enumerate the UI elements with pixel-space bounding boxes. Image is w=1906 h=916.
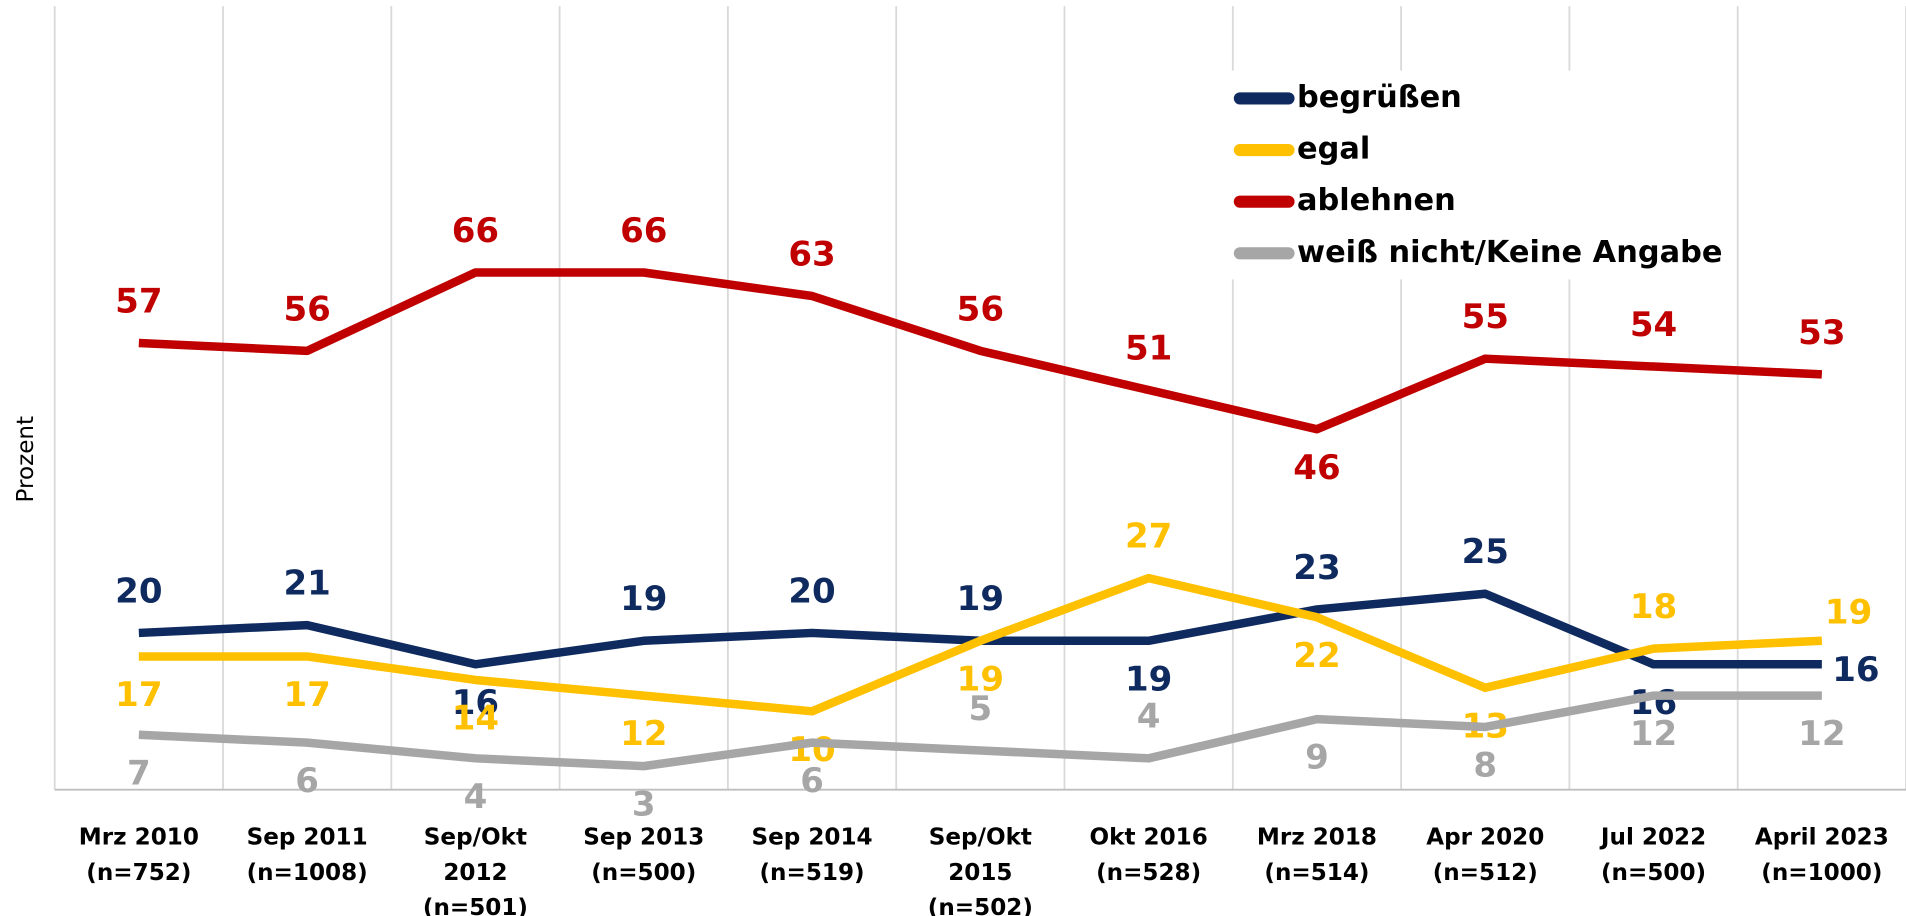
data-label: 19: [957, 659, 1004, 699]
data-label: 18: [1630, 587, 1677, 627]
y-axis-label: Prozent: [13, 416, 39, 503]
data-label: 6: [295, 761, 319, 801]
data-label: 66: [620, 211, 667, 251]
data-label: 12: [1798, 714, 1845, 754]
x-tick-label: (n=514): [1264, 860, 1369, 886]
x-tick-label: (n=752): [86, 860, 191, 886]
x-tick-label: (n=500): [1601, 860, 1706, 886]
x-tick-label: Mrz 2010: [79, 825, 199, 851]
x-tick-label: 2012: [443, 860, 507, 886]
data-label: 22: [1293, 636, 1340, 676]
data-label: 10: [788, 730, 835, 770]
data-label: 12: [1630, 714, 1677, 754]
x-tick-label: Mrz 2018: [1257, 825, 1377, 851]
data-label: 4: [1137, 697, 1161, 737]
data-label: 16: [1832, 650, 1879, 690]
data-label: 17: [115, 675, 162, 715]
data-label: 5: [969, 689, 993, 729]
x-tick-label: Sep/Okt: [929, 825, 1032, 851]
data-label: 23: [1293, 548, 1340, 588]
data-label: 66: [452, 211, 499, 251]
series-line: [138, 691, 1822, 771]
data-label: 55: [1462, 297, 1509, 337]
series-line: [138, 268, 1823, 434]
data-label: 19: [957, 579, 1004, 619]
x-tick-label: (n=500): [591, 860, 696, 886]
x-tick-label: (n=1008): [247, 860, 368, 886]
x-tick-label: (n=528): [1096, 860, 1201, 886]
x-tick-label: Sep 2014: [752, 825, 873, 851]
data-label: 63: [788, 234, 835, 274]
data-label: 54: [1630, 305, 1677, 345]
x-tick-label: Sep/Okt: [424, 825, 527, 851]
data-label: 21: [283, 564, 330, 604]
data-label: 46: [1293, 448, 1340, 488]
data-label: 51: [1125, 328, 1172, 368]
data-label: 19: [1825, 593, 1872, 633]
legend-background: [1227, 70, 1727, 280]
series-line: [138, 573, 1823, 716]
x-tick-label: (n=502): [928, 895, 1033, 916]
data-label: 57: [115, 281, 162, 321]
x-tick-label: 2015: [948, 860, 1012, 886]
data-label: 53: [1798, 313, 1845, 353]
data-label: 8: [1473, 746, 1497, 786]
data-label: 16: [452, 683, 499, 723]
data-label: 25: [1462, 532, 1509, 572]
x-tick-label: (n=501): [423, 895, 528, 916]
data-label: 19: [620, 579, 667, 619]
data-label: 12: [620, 714, 667, 754]
data-label: 20: [788, 571, 835, 611]
data-label: 56: [957, 289, 1004, 329]
x-tick-label: Sep 2013: [583, 825, 704, 851]
data-label: 17: [283, 675, 330, 715]
data-label: 27: [1125, 517, 1172, 557]
data-label: 7: [127, 753, 151, 793]
x-tick-label: April 2023: [1755, 825, 1889, 851]
x-tick-label: Apr 2020: [1426, 825, 1544, 851]
legend-label: ablehnen: [1297, 183, 1456, 218]
data-label: 6: [800, 761, 824, 801]
data-label: 9: [1305, 738, 1329, 778]
data-label: 20: [115, 571, 162, 611]
data-label: 56: [283, 289, 330, 329]
legend-label: begrüßen: [1297, 80, 1462, 115]
data-label: 3: [632, 785, 656, 825]
x-tick-label: (n=1000): [1761, 860, 1882, 886]
x-tick-label: Okt 2016: [1090, 825, 1208, 851]
legend-label: weiß nicht/Keine Angabe: [1297, 235, 1722, 270]
x-tick-label: Jul 2022: [1599, 825, 1706, 851]
x-tick-label: Sep 2011: [247, 825, 368, 851]
legend-label: egal: [1297, 132, 1370, 167]
x-tick-label: (n=519): [760, 860, 865, 886]
data-label: 4: [464, 777, 488, 817]
x-tick-label: (n=512): [1433, 860, 1538, 886]
data-label: 19: [1125, 659, 1172, 699]
data-label: 14: [452, 699, 499, 739]
